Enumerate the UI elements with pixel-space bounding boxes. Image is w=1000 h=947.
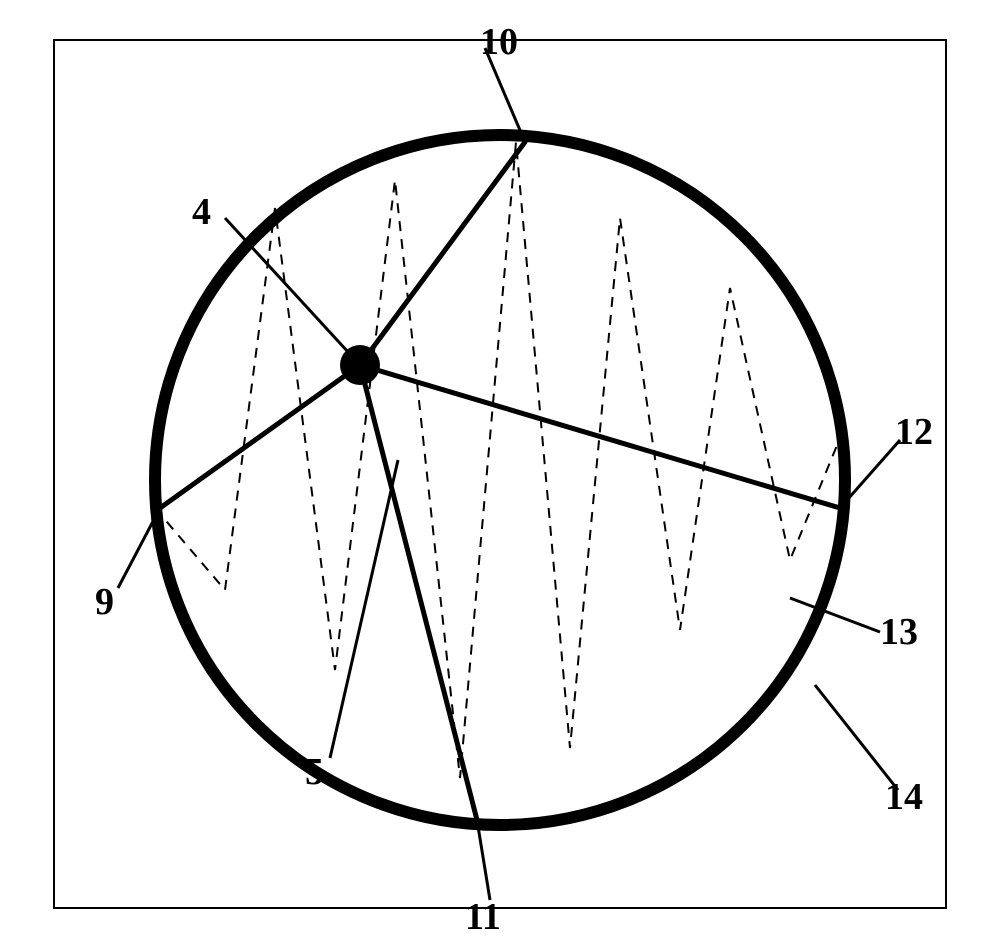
label-11: 11	[465, 895, 501, 939]
label-13: 13	[880, 610, 918, 654]
hub-dot	[340, 345, 380, 385]
label-5: 5	[305, 750, 324, 794]
leader-lines	[118, 48, 900, 900]
label-10: 10	[480, 20, 518, 64]
label-9: 9	[95, 580, 114, 624]
frame-rect	[54, 40, 946, 908]
label-4: 4	[192, 190, 211, 234]
diagram-container: 10 4 9 5 11 12 13 14	[0, 0, 1000, 947]
label-12: 12	[895, 410, 933, 454]
label-14: 14	[885, 775, 923, 819]
diagram-svg	[0, 0, 1000, 947]
spokes	[160, 142, 840, 820]
